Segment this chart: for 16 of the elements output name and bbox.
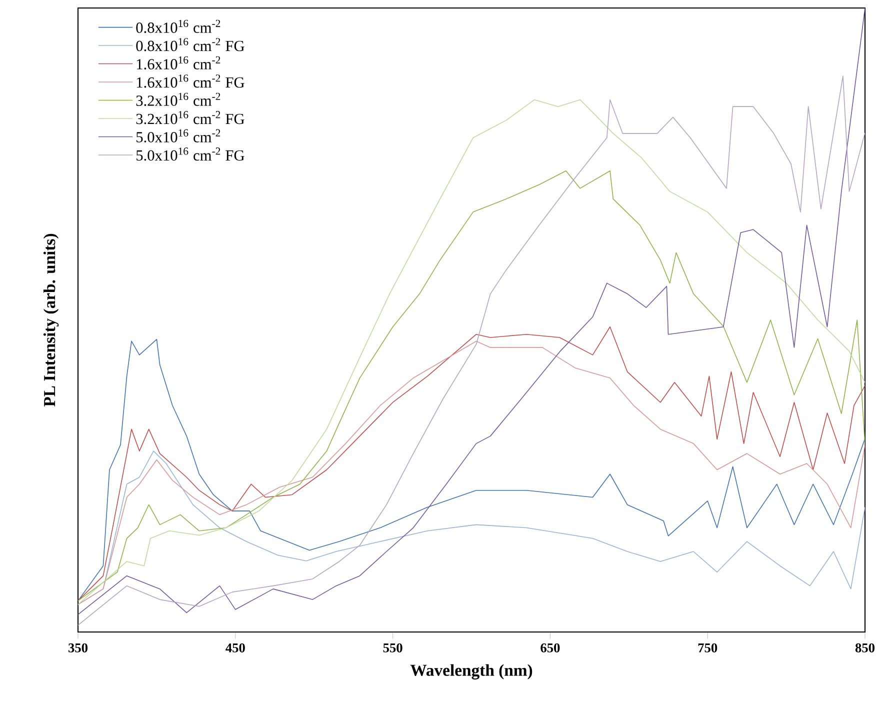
x-tick-label: 850 (855, 643, 875, 652)
x-tick-label: 650 (540, 643, 560, 652)
legend-label: 5.0x10$^{16}$ cm$^{-2}$ (136, 129, 220, 142)
y-axis-title: PL Intensity (arb. units) (43, 234, 59, 407)
legend-label: 1.6x10$^{16}$ cm$^{-2}$ (136, 56, 220, 70)
legend-label: 5.0x10$^{16}$ cm$^{-2}$ FG (136, 148, 244, 161)
x-tick-label: 550 (383, 643, 402, 652)
x-tick-label: 350 (68, 643, 88, 652)
x-tick-label: 750 (698, 643, 718, 652)
legend-label: 3.2x10$^{16}$ cm$^{-2}$ (136, 92, 220, 106)
legend-label: 3.2x10$^{16}$ cm$^{-2}$ FG (136, 111, 244, 124)
legend-label: 1.6x10$^{16}$ cm$^{-2}$ FG (136, 74, 244, 88)
legend-label: 0.8x10$^{16}$ cm$^{-2}$ (136, 20, 220, 33)
legend-label: 0.8x10$^{16}$ cm$^{-2}$ FG (136, 38, 244, 52)
x-axis-title: Wavelength (nm) (410, 664, 532, 680)
x-tick-label: 450 (226, 643, 245, 652)
